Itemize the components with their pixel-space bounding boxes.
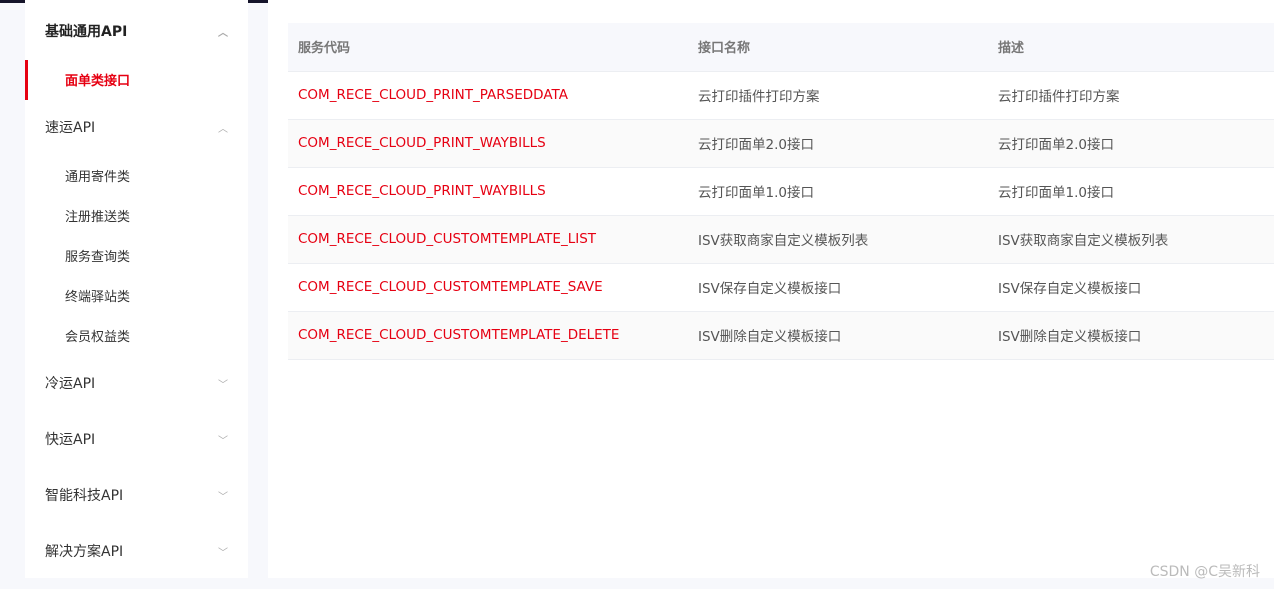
service-code-link[interactable]: COM_RECE_CLOUD_PRINT_PARSEDDATA: [288, 71, 688, 120]
interface-name: ISV保存自定义模板接口: [688, 263, 988, 312]
service-code-link[interactable]: COM_RECE_CLOUD_CUSTOMTEMPLATE_SAVE: [288, 263, 688, 312]
api-table: 服务代码 接口名称 描述 COM_RECE_CLOUD_PRINT_PARSED…: [288, 23, 1274, 360]
table-row[interactable]: COM_RECE_CLOUD_CUSTOMTEMPLATE_DELETE ISV删…: [288, 311, 1274, 360]
sidebar-item-member-benefits[interactable]: 会员权益类: [25, 317, 248, 353]
description: 云打印面单1.0接口: [988, 167, 1274, 216]
main-content: 服务代码 接口名称 描述 COM_RECE_CLOUD_PRINT_PARSED…: [268, 0, 1274, 578]
group-label: 解决方案API: [45, 544, 124, 560]
service-code-link[interactable]: COM_RECE_CLOUD_CUSTOMTEMPLATE_DELETE: [288, 311, 688, 360]
item-label: 通用寄件类: [65, 169, 131, 185]
item-label: 注册推送类: [65, 209, 131, 225]
chevron-up-icon: ︿: [218, 27, 228, 39]
interface-name: ISV获取商家自定义模板列表: [688, 215, 988, 264]
chevron-up-icon: ︿: [218, 123, 228, 135]
table-row[interactable]: COM_RECE_CLOUD_CUSTOMTEMPLATE_SAVE ISV保存自…: [288, 263, 1274, 312]
interface-name: ISV删除自定义模板接口: [688, 311, 988, 360]
table-row[interactable]: COM_RECE_CLOUD_PRINT_WAYBILLS 云打印面单2.0接口云…: [288, 119, 1274, 168]
table-row[interactable]: COM_RECE_CLOUD_PRINT_WAYBILLS 云打印面单1.0接口云…: [288, 167, 1274, 216]
sidebar-item-waybill[interactable]: 面单类接口: [25, 60, 248, 100]
sidebar-item-general-send[interactable]: 通用寄件类: [25, 157, 248, 193]
sidebar: 基础通用API ︿ 面单类接口 速运API ︿ 通用寄件类 注册推送类 服务查询类 …: [25, 0, 248, 578]
sidebar-group-solutions[interactable]: 解决方案API ﹀: [25, 531, 248, 571]
table-row[interactable]: COM_RECE_CLOUD_CUSTOMTEMPLATE_LIST ISV获取商…: [288, 215, 1274, 264]
item-label: 终端驿站类: [65, 289, 131, 305]
group-label: 冷运API: [45, 376, 96, 392]
description: ISV获取商家自定义模板列表: [988, 215, 1274, 264]
sidebar-item-register-push[interactable]: 注册推送类: [25, 197, 248, 233]
interface-name: 云打印面单2.0接口: [688, 119, 988, 168]
item-label: 面单类接口: [65, 73, 131, 89]
group-label: 智能科技API: [45, 488, 124, 504]
col-description: 描述: [988, 23, 1274, 72]
col-interface-name: 接口名称: [688, 23, 988, 72]
chevron-down-icon: ﹀: [218, 379, 228, 391]
description: 云打印插件打印方案: [988, 71, 1274, 120]
sidebar-group-express[interactable]: 速运API ︿: [25, 107, 248, 147]
service-code-link[interactable]: COM_RECE_CLOUD_PRINT_WAYBILLS: [288, 119, 688, 168]
sidebar-group-freight[interactable]: 快运API ﹀: [25, 419, 248, 459]
description: 云打印面单2.0接口: [988, 119, 1274, 168]
service-code-link[interactable]: COM_RECE_CLOUD_CUSTOMTEMPLATE_LIST: [288, 215, 688, 264]
chevron-down-icon: ﹀: [218, 491, 228, 503]
table-row[interactable]: COM_RECE_CLOUD_PRINT_PARSEDDATA 云打印插件打印方案…: [288, 71, 1274, 120]
chevron-down-icon: ﹀: [218, 547, 228, 559]
item-label: 会员权益类: [65, 329, 131, 345]
service-code-link[interactable]: COM_RECE_CLOUD_PRINT_WAYBILLS: [288, 167, 688, 216]
col-service-code: 服务代码: [288, 23, 688, 72]
sidebar-item-terminal-station[interactable]: 终端驿站类: [25, 277, 248, 313]
group-label: 快运API: [45, 432, 96, 448]
table-header: 服务代码 接口名称 描述: [288, 23, 1274, 72]
group-label: 速运API: [45, 120, 96, 136]
group-label: 基础通用API: [45, 24, 128, 40]
sidebar-item-service-query[interactable]: 服务查询类: [25, 237, 248, 273]
description: ISV保存自定义模板接口: [988, 263, 1274, 312]
item-label: 服务查询类: [65, 249, 131, 265]
watermark: CSDN @C吴新科: [1149, 564, 1260, 580]
sidebar-group-basic[interactable]: 基础通用API ︿: [25, 11, 248, 51]
sidebar-group-cold[interactable]: 冷运API ﹀: [25, 363, 248, 403]
chevron-down-icon: ﹀: [218, 435, 228, 447]
interface-name: 云打印面单1.0接口: [688, 167, 988, 216]
interface-name: 云打印插件打印方案: [688, 71, 988, 120]
description: ISV删除自定义模板接口: [988, 311, 1274, 360]
sidebar-group-smart-tech[interactable]: 智能科技API ﹀: [25, 475, 248, 515]
